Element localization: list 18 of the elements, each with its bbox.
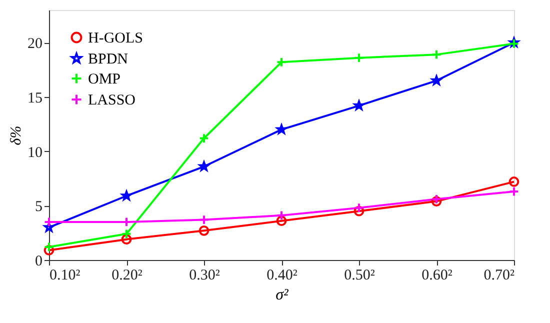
x-tick-label: 0.60² (422, 268, 453, 284)
x-tick-label: 0.70² (484, 268, 515, 284)
legend-label: OMP (88, 72, 121, 88)
x-tick-label: 0.30² (189, 268, 220, 284)
legend-label: H-GOLS (88, 30, 143, 46)
y-tick-label: 10 (28, 144, 42, 161)
x-tick-label: 0.20² (112, 268, 143, 284)
y-tick-label: 0 (35, 254, 42, 270)
x-tick-label: 0.50² (344, 268, 376, 284)
legend-label: BPDN (88, 52, 128, 68)
x-axis-title: σ² (276, 286, 290, 304)
y-tick-label: 5 (35, 199, 42, 216)
y-tick-label: 20 (28, 36, 42, 52)
y-tick-label: 15 (28, 90, 42, 106)
y-axis-title: δ% (8, 126, 24, 146)
x-tick-label: 0.40² (266, 268, 298, 284)
x-tick-label: 0.10² (50, 268, 81, 284)
legend-label: LASSO (88, 92, 136, 108)
